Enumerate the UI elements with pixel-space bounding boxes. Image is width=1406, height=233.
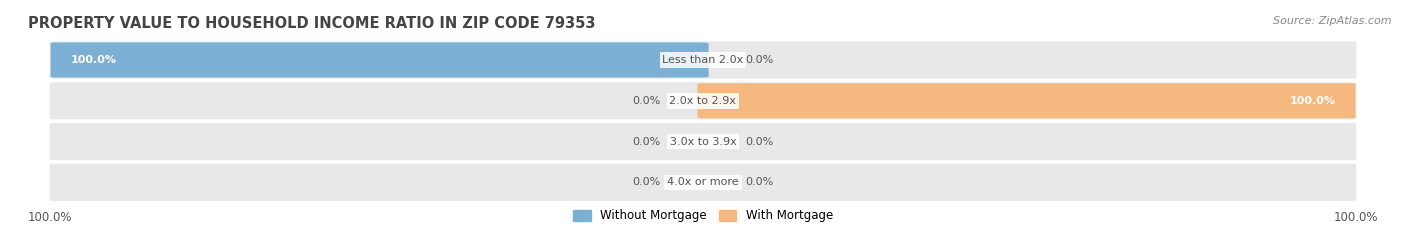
Text: Less than 2.0x: Less than 2.0x: [662, 55, 744, 65]
Text: 0.0%: 0.0%: [633, 137, 661, 147]
Text: 0.0%: 0.0%: [745, 55, 773, 65]
Legend: Without Mortgage, With Mortgage: Without Mortgage, With Mortgage: [568, 205, 838, 227]
FancyBboxPatch shape: [51, 42, 709, 78]
Text: 100.0%: 100.0%: [70, 55, 117, 65]
Text: Source: ZipAtlas.com: Source: ZipAtlas.com: [1274, 16, 1392, 26]
Text: PROPERTY VALUE TO HOUSEHOLD INCOME RATIO IN ZIP CODE 79353: PROPERTY VALUE TO HOUSEHOLD INCOME RATIO…: [28, 16, 596, 31]
Text: 0.0%: 0.0%: [633, 177, 661, 187]
Text: 3.0x to 3.9x: 3.0x to 3.9x: [669, 137, 737, 147]
Text: 100.0%: 100.0%: [28, 211, 73, 224]
Text: 100.0%: 100.0%: [1289, 96, 1336, 106]
Text: 4.0x or more: 4.0x or more: [668, 177, 738, 187]
FancyBboxPatch shape: [49, 82, 1357, 120]
FancyBboxPatch shape: [49, 123, 1357, 161]
FancyBboxPatch shape: [697, 83, 1355, 118]
Text: 0.0%: 0.0%: [745, 137, 773, 147]
FancyBboxPatch shape: [49, 163, 1357, 201]
FancyBboxPatch shape: [49, 41, 1357, 79]
Text: 2.0x to 2.9x: 2.0x to 2.9x: [669, 96, 737, 106]
Text: 0.0%: 0.0%: [745, 177, 773, 187]
Text: 100.0%: 100.0%: [1333, 211, 1378, 224]
Text: 0.0%: 0.0%: [633, 96, 661, 106]
